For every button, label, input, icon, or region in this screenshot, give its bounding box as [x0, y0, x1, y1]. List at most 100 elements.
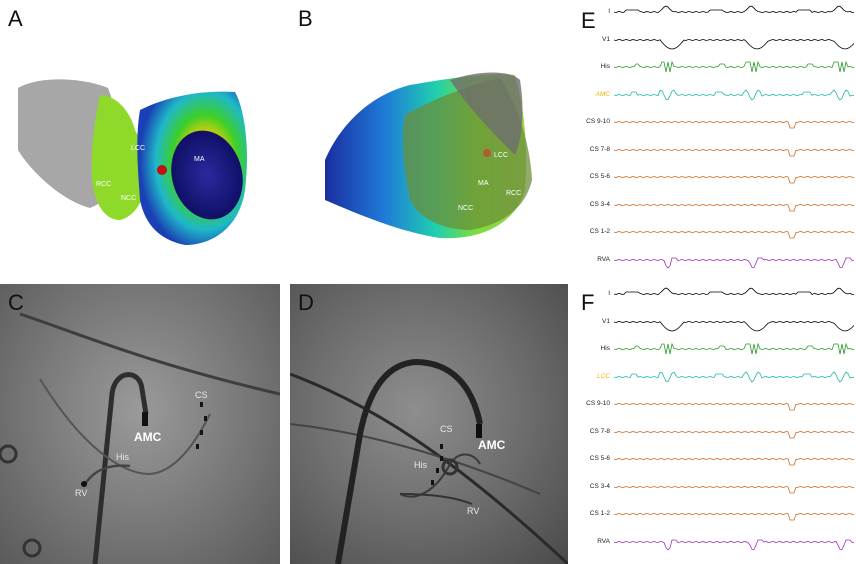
- trace-label-v1: V1: [602, 35, 610, 43]
- trace-label-cs-3-4: CS 3-4: [589, 200, 610, 208]
- trace-v1: [614, 38, 854, 49]
- trace-label-lcc: LCC: [596, 372, 610, 380]
- trace-cs-1-2: [614, 230, 854, 239]
- gray-atrial-overlay: [450, 72, 523, 155]
- trace-label-i: I: [608, 8, 610, 15]
- trace-line: [614, 230, 854, 239]
- trace-label-rva: RVA: [597, 537, 610, 545]
- trace-v1: [614, 320, 854, 331]
- trace-line: [614, 539, 854, 551]
- trace-cs-7-8: [614, 148, 854, 156]
- label-rcc: RCC: [96, 181, 112, 188]
- trace-label-cs-5-6: CS 5-6: [589, 455, 610, 462]
- marker-ring: [0, 444, 18, 464]
- trace-line: [614, 457, 854, 466]
- panel-letter-e: E: [581, 8, 596, 33]
- trace-his: [614, 60, 854, 73]
- trace-cs-5-6: [614, 175, 854, 184]
- panel-letter-c: C: [8, 290, 24, 315]
- trace-cs-1-2: [614, 512, 854, 521]
- his-catheter: [39, 378, 211, 476]
- trace-label-his: His: [600, 345, 610, 352]
- trace-i: [614, 287, 854, 296]
- label-his-c: His: [116, 452, 129, 462]
- trace-label-his: His: [600, 63, 610, 70]
- trace-label-i: I: [608, 290, 610, 297]
- trace-line: [614, 402, 854, 411]
- cs-electrodes-d: [431, 444, 443, 485]
- label-ncc-b: NCC: [458, 205, 474, 212]
- trace-line: [614, 38, 854, 49]
- trace-line: [614, 175, 854, 184]
- trace-label-cs-1-2: CS 1-2: [589, 228, 610, 235]
- his-catheter-d: [399, 453, 481, 498]
- marker-ring-d: [441, 458, 459, 476]
- panel-d-fluoroscopy: [290, 284, 568, 564]
- panel-letter-d: D: [298, 290, 314, 315]
- label-cs-c: CS: [195, 390, 208, 400]
- label-amc-c: AMC: [134, 430, 162, 444]
- trace-label-cs-7-8: CS 7-8: [589, 427, 610, 435]
- sheath-d: [335, 358, 483, 564]
- label-lcc-b: LCC: [494, 152, 509, 159]
- trace-cs-3-4: [614, 485, 854, 493]
- rv-catheter-d: [399, 493, 473, 505]
- trace-label-cs-1-2: CS 1-2: [589, 510, 610, 517]
- sheath: [92, 372, 149, 564]
- panel-f-electrograms: I V1 His LCC CS 9-10 CS 7-8 CS 5-6 CS 3-4 CS 1-2…: [568, 282, 856, 564]
- trace-line: [614, 370, 854, 383]
- label-rcc-b: RCC: [506, 190, 522, 197]
- panel-d-catheters: [290, 358, 568, 564]
- trace-line: [614, 287, 854, 296]
- trace-line: [614, 88, 854, 101]
- label-ncc: NCC: [121, 195, 137, 202]
- trace-line: [614, 148, 854, 156]
- trace-rva: [614, 257, 854, 269]
- rv-electrode: [81, 481, 87, 487]
- label-his-d: His: [414, 460, 427, 470]
- trace-label-cs-9-10: CS 9-10: [586, 400, 610, 407]
- trace-rva: [614, 539, 854, 551]
- marker-ring-2: [22, 538, 42, 558]
- panel-c-fluoroscopy: [0, 284, 280, 564]
- cs-electrodes: [196, 402, 207, 449]
- label-rv-c: RV: [75, 488, 88, 498]
- trace-line: [614, 485, 854, 493]
- label-ma: MA: [194, 156, 205, 163]
- trace-label-cs-9-10: CS 9-10: [586, 118, 610, 125]
- trace-amc: [614, 88, 854, 101]
- panel-letter-b: B: [298, 6, 313, 31]
- trace-lcc: [614, 370, 854, 383]
- label-ma-b: MA: [478, 180, 489, 187]
- trace-label-amc: AMC: [595, 90, 610, 98]
- panel-e-electrograms: I V1 His AMC CS 9-10 CS 7-8 CS 5-6 CS 3-4 CS 1-2…: [568, 0, 856, 282]
- trace-line: [614, 60, 854, 73]
- panel-b-3d-map: [325, 72, 532, 239]
- trace-label-cs-3-4: CS 3-4: [589, 482, 610, 490]
- trace-label-v1: V1: [602, 317, 610, 325]
- trace-cs-9-10: [614, 402, 854, 411]
- panel-c-catheters: [0, 312, 280, 564]
- label-cs-d: CS: [440, 424, 453, 434]
- trace-line: [614, 320, 854, 331]
- label-lcc: LCC: [131, 145, 146, 152]
- trace-line: [614, 342, 854, 355]
- trace-cs-7-8: [614, 430, 854, 438]
- panel-a-3d-map: [18, 79, 247, 245]
- guidewire-d2: [290, 423, 541, 495]
- rv-catheter: [83, 464, 131, 485]
- trace-line: [614, 120, 854, 129]
- label-rv-d: RV: [467, 506, 480, 516]
- mitral-valve-opening: [171, 130, 243, 220]
- trace-line: [614, 5, 854, 14]
- panel-letter-a: A: [8, 6, 23, 31]
- trace-cs-3-4: [614, 203, 854, 211]
- trace-cs-5-6: [614, 457, 854, 466]
- panel-letter-f: F: [581, 290, 595, 315]
- trace-label-cs-7-8: CS 7-8: [589, 145, 610, 153]
- ablation-site-marker: [157, 165, 167, 175]
- trace-label-cs-5-6: CS 5-6: [589, 173, 610, 180]
- trace-line: [614, 257, 854, 269]
- trace-i: [614, 5, 854, 14]
- trace-line: [614, 203, 854, 211]
